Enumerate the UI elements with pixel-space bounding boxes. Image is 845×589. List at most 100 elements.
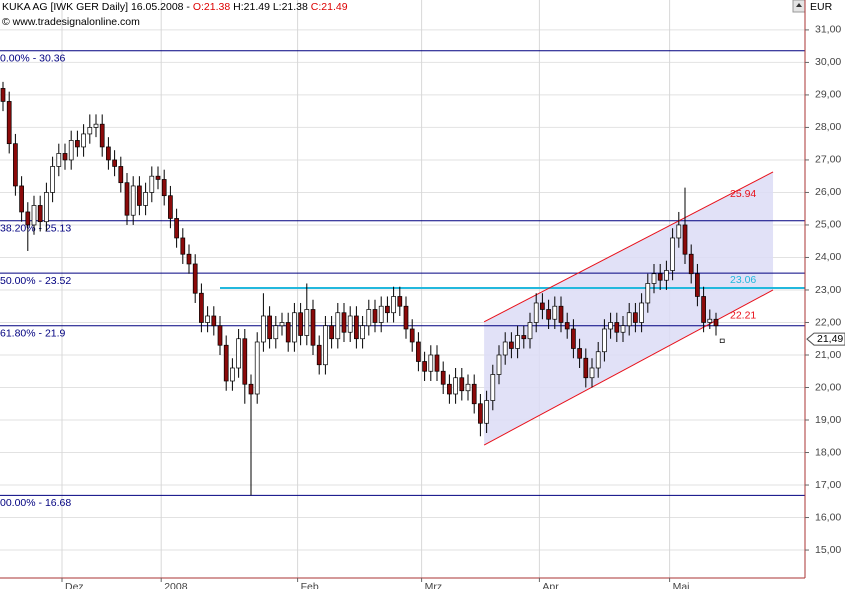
candle-body: [719, 338, 725, 343]
y-tick-label: 16,00: [815, 511, 841, 523]
chart-subtitle: © www.tradesignalonline.com: [2, 16, 140, 28]
scroll-arrow: [796, 3, 802, 7]
candle-body: [335, 312, 341, 340]
candle-body: [248, 383, 254, 395]
candle-body: [205, 315, 210, 323]
candle-body: [106, 146, 111, 161]
candle-body: [372, 309, 378, 323]
y-tick-label: 30,00: [815, 56, 841, 68]
candle-body: [366, 309, 372, 327]
candle-body: [267, 315, 272, 340]
candle-body: [329, 325, 334, 340]
candle-body: [695, 273, 700, 297]
candle-body: [589, 367, 595, 379]
channel-fill: [484, 171, 774, 446]
x-tick-label: Dez: [65, 581, 84, 589]
candle-body: [236, 338, 241, 369]
candle-body: [546, 309, 551, 320]
candle-body: [397, 296, 403, 307]
channel-label: 22.21: [730, 309, 756, 321]
candle-body: [298, 312, 303, 336]
candle-body: [577, 348, 582, 359]
y-tick-label: 22,00: [815, 316, 841, 328]
candle-body: [0, 88, 6, 102]
candle-body: [391, 296, 396, 314]
candle-body: [608, 322, 613, 330]
fib-label: 50.00% - 23.52: [0, 275, 71, 287]
y-tick-label: 17,00: [815, 479, 841, 491]
candle-body: [192, 263, 198, 294]
candle-body: [409, 328, 415, 343]
candle-body: [416, 341, 421, 362]
y-tick-label: 19,00: [815, 414, 841, 426]
candle-body: [657, 273, 663, 281]
x-tick-label: 2008: [164, 581, 188, 589]
candle-body: [459, 377, 465, 392]
candle-body: [378, 305, 384, 323]
y-tick-label: 27,00: [815, 154, 841, 166]
candle-body: [50, 166, 55, 193]
candle-body: [31, 205, 37, 226]
candle-body: [81, 133, 86, 148]
y-tick-label: 20,00: [815, 381, 841, 393]
candle-body: [682, 224, 688, 255]
x-tick-label: Apr: [542, 581, 559, 589]
candle-body: [502, 341, 508, 356]
candle-body: [428, 354, 434, 372]
candle-body: [279, 322, 285, 327]
candle-body: [447, 383, 452, 395]
candle-body: [527, 322, 533, 340]
candle-body: [626, 312, 632, 327]
y-tick-label: 24,00: [815, 251, 841, 263]
channel-label: 25.94: [730, 188, 756, 200]
candle-body: [304, 309, 310, 336]
candle-body: [168, 195, 173, 219]
title-part: O:21.38: [193, 1, 231, 13]
candle-body: [155, 175, 161, 180]
candle-body: [509, 341, 514, 349]
candle-body: [403, 305, 409, 330]
candle-body: [639, 302, 644, 323]
fib-label: 00.00% - 16.68: [0, 497, 71, 509]
candle-body: [602, 328, 607, 353]
candle-body: [341, 312, 347, 333]
candle-body: [161, 179, 167, 197]
candle-body: [707, 318, 713, 323]
candle-body: [440, 370, 446, 385]
y-tick-label: 26,00: [815, 186, 841, 198]
candle-body: [310, 309, 316, 346]
candle-body: [87, 127, 93, 135]
candle-body: [595, 351, 601, 369]
candle-body: [422, 361, 427, 372]
candle-body: [199, 292, 204, 323]
candle-body: [186, 253, 192, 265]
candle-body: [651, 273, 657, 284]
candle-body: [112, 159, 117, 167]
y-tick-label: 18,00: [815, 446, 841, 458]
fib-label: 0.00% - 30.36: [0, 52, 66, 64]
candle-body: [533, 302, 539, 323]
channel-lower: [483, 289, 774, 446]
title-part: C:21.49: [311, 1, 348, 13]
candle-body: [68, 140, 74, 161]
candle-body: [354, 315, 359, 340]
candle-body: [44, 192, 49, 223]
candle-body: [13, 143, 18, 187]
candle-body: [633, 312, 638, 323]
candle-body: [56, 153, 62, 167]
candle-body: [471, 383, 477, 405]
y-tick-label: 15,00: [815, 544, 841, 556]
candle-body: [496, 354, 502, 375]
candle-body: [571, 328, 576, 349]
candle-body: [478, 403, 483, 424]
x-tick-label: Mrz: [425, 581, 443, 589]
candle-body: [552, 305, 558, 320]
candle-body: [540, 302, 545, 310]
y-tick-label: 23,00: [815, 284, 841, 296]
candle-body: [25, 211, 31, 226]
chart-title: KUKA AG [IWK GER Daily] 16.05.2008 - O:2…: [2, 1, 348, 13]
x-tick-label: Feb: [301, 581, 319, 589]
candle-body: [261, 315, 266, 343]
candle-body: [124, 182, 130, 216]
